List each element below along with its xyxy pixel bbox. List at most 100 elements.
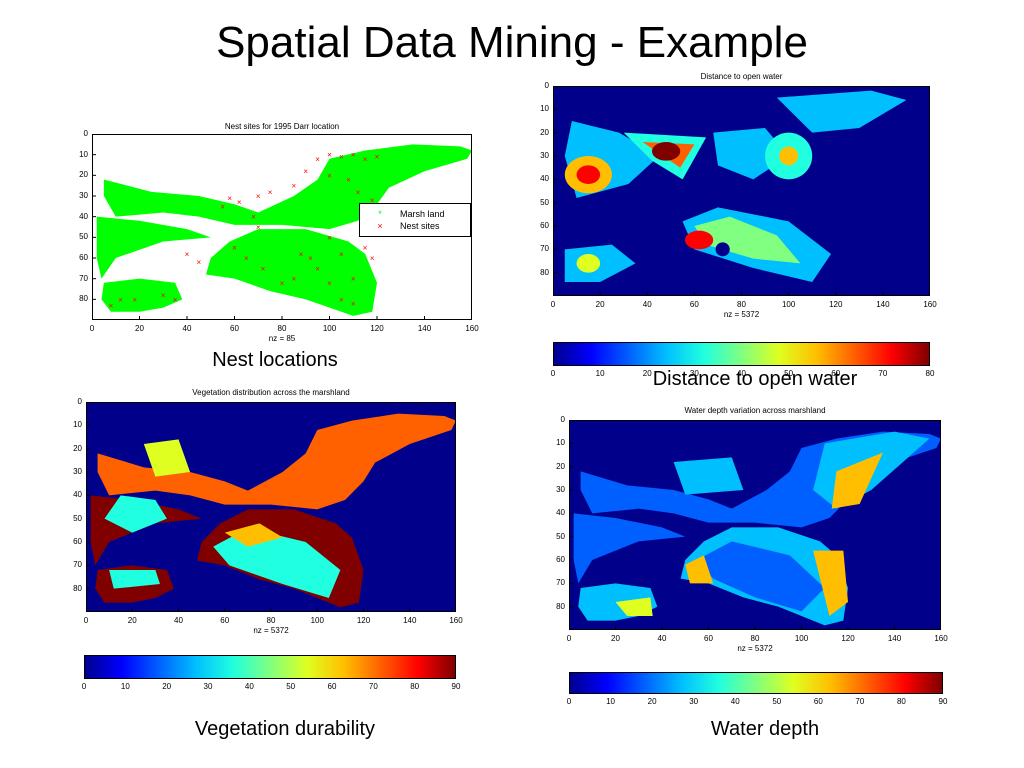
marsh-southwest-region [101, 278, 183, 312]
distance-y-tick-label: 0 [544, 81, 549, 90]
distance-core-west [576, 165, 601, 184]
nest-site-point: × [292, 182, 297, 191]
nest-site-point: × [327, 171, 332, 180]
depth-colorbar-tick-label: 70 [855, 697, 865, 706]
depth-x-tick-label: 20 [611, 634, 620, 643]
vegetation-colorbar-tick-label: 90 [451, 682, 461, 691]
distance-x-axis-label: nz = 5372 [723, 310, 760, 319]
nest-y-tick-label: 10 [79, 149, 88, 159]
depth-x-tick-label: 40 [657, 634, 667, 643]
marsh-north-region [103, 144, 472, 230]
vegetation-colorbar-tick-label: 30 [203, 682, 213, 691]
depth-south-shallow [813, 550, 848, 616]
vegetation-y-tick-label: 30 [73, 467, 82, 476]
vegetation-y-tick-label: 70 [73, 560, 82, 570]
distance-colorbar-tick-label: 60 [831, 369, 841, 378]
distance-x-tick-label: 100 [781, 300, 796, 309]
depth-colorbar-tick-label: 50 [772, 697, 782, 706]
depth-y-tick-label: 80 [556, 601, 565, 611]
distance-colorbar-tick-label: 20 [642, 369, 652, 378]
distance-plot-area [553, 86, 930, 296]
vegetation-y-tick-label: 50 [73, 513, 82, 523]
nest-y-tick-label: 50 [79, 232, 88, 242]
depth-y-tick-label: 0 [560, 415, 565, 424]
nest-site-point: × [370, 254, 375, 263]
distance-x-tick-label: 160 [923, 300, 937, 309]
depth-colorbar-tick-label: 0 [566, 697, 572, 706]
depth-y-tick-label: 70 [556, 578, 565, 588]
nest-site-point: × [109, 302, 114, 311]
nest-x-tick-label: 0 [89, 324, 95, 333]
nest-site-point: × [256, 192, 261, 201]
nest-y-tick-label: 60 [79, 253, 88, 262]
depth-southwest-yellow [615, 597, 653, 616]
vegetation-x-tick-label: 0 [83, 616, 89, 625]
nest-site-point: × [351, 299, 356, 308]
distance-y-tick-label: 70 [540, 244, 549, 254]
nest-site-point: × [197, 258, 202, 267]
vegetation-colorbar [84, 655, 456, 679]
vegetation-colorbar-tick-label: 10 [120, 682, 130, 691]
distance-band-north [776, 90, 907, 133]
vegetation-colorbar-tick-label: 0 [81, 682, 87, 691]
depth-x-tick-label: 80 [750, 634, 760, 643]
distance-hotspot-southwest [576, 254, 601, 273]
depth-x-tick-label: 60 [704, 634, 713, 643]
nest-site-point: × [261, 264, 266, 273]
nest-site-point: × [299, 250, 304, 259]
nest-y-tick-label: 40 [79, 211, 88, 221]
nest-x-tick-label: 160 [465, 324, 479, 333]
nest-site-point: × [244, 254, 249, 263]
nest-site-point: × [327, 151, 332, 160]
vegetation-colorbar-tick-label: 60 [327, 682, 337, 691]
distance-lake-south [715, 242, 730, 257]
nest-site-point: × [363, 155, 368, 164]
nest-site-point: × [280, 279, 285, 288]
nest-site-point: × [118, 295, 123, 304]
distance-x-tick-label: 140 [876, 300, 890, 309]
depth-southwest-shallow [685, 555, 714, 584]
vegetation-south-yellow [224, 523, 283, 547]
depth-center-patch [673, 457, 744, 495]
distance-x-tick-label: 20 [595, 300, 605, 309]
nest-site-point: × [351, 275, 356, 284]
vegetation-plot-title: Vegetation distribution across the marsh… [192, 388, 350, 397]
depth-colorbar-tick-label: 40 [730, 697, 740, 706]
depth-y-tick-label: 30 [556, 485, 565, 494]
vegetation-y-tick-label: 20 [73, 443, 82, 453]
depth-y-tick-label: 10 [556, 438, 565, 448]
marsh-marker-icon: * [378, 209, 382, 219]
depth-x-axis-label: nz = 5372 [737, 644, 773, 653]
nest-site-point: × [315, 264, 320, 273]
distance-colorbar-tick-label: 0 [550, 369, 556, 378]
nest-site-point: × [339, 295, 344, 304]
nest-x-tick-label: 140 [417, 324, 432, 333]
distance-colorbar-tick-label: 50 [784, 369, 794, 378]
vegetation-y-tick-label: 80 [73, 583, 82, 593]
distance-band-south-inner [694, 216, 801, 264]
vegetation-colorbar-tick-label: 70 [368, 682, 378, 691]
depth-x-tick-label: 100 [794, 634, 809, 643]
depth-colorbar-tick-label: 10 [606, 697, 615, 706]
distance-y-tick-label: 20 [540, 127, 549, 137]
nest-site-point: × [339, 250, 344, 259]
nest-site-point: × [375, 153, 380, 162]
nest-y-tick-label: 0 [83, 129, 88, 138]
vegetation-north-region [97, 413, 456, 510]
nest-site-point: × [227, 194, 232, 203]
nest-site-point: × [185, 250, 190, 259]
vegetation-southwest-cyan [109, 570, 160, 589]
vegetation-x-tick-label: 60 [220, 616, 230, 625]
vegetation-x-tick-label: 120 [356, 616, 371, 625]
distance-x-tick-label: 120 [829, 300, 843, 309]
nest-site-point: × [292, 275, 297, 284]
nest-x-tick-label: 120 [370, 324, 384, 333]
vegetation-y-tick-label: 10 [73, 420, 82, 430]
nest-site-point: × [356, 188, 361, 197]
depth-y-tick-label: 40 [556, 508, 565, 518]
distance-y-tick-label: 30 [540, 151, 549, 160]
vegetation-west-patch [104, 495, 167, 533]
vegetation-x-tick-label: 40 [174, 616, 183, 625]
depth-colorbar-tick-label: 90 [938, 697, 948, 706]
vegetation-colorbar-tick-label: 40 [244, 682, 254, 691]
